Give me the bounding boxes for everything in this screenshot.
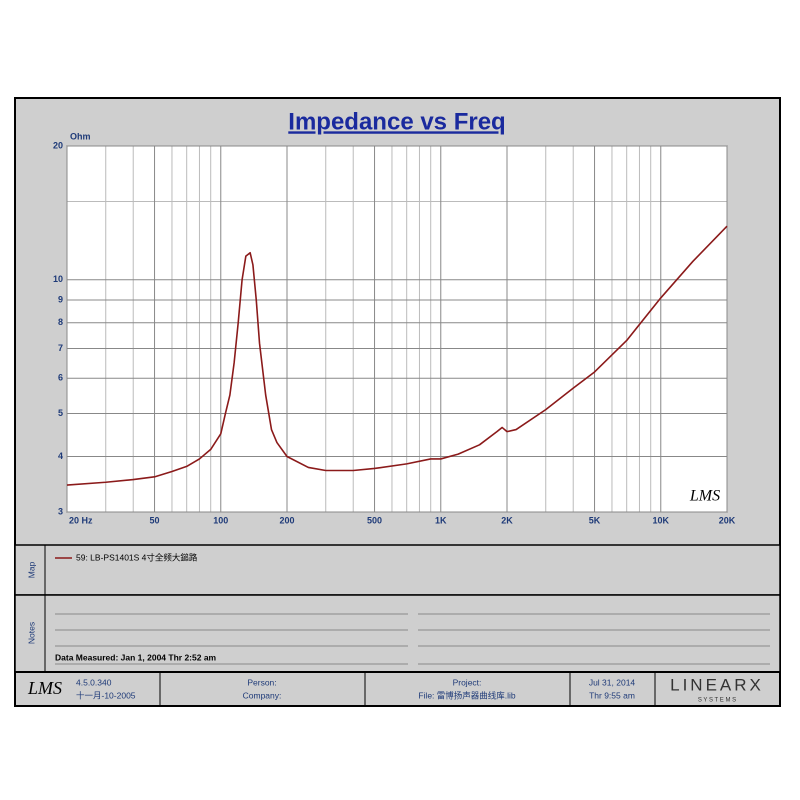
- x-tick-label: 20K: [719, 515, 736, 525]
- x-tick-label: 200: [279, 515, 294, 525]
- company: Company:: [243, 690, 282, 700]
- project: Project:: [453, 677, 482, 687]
- chart-title: Impedance vs Freq: [288, 108, 505, 135]
- time: Thr 9:55 am: [589, 690, 635, 700]
- impedance-curve: [66, 225, 728, 486]
- y-unit: Ohm: [70, 131, 91, 141]
- date: Jul 31, 2014: [589, 677, 636, 687]
- file: File: 雷博扬声器曲线库.lib: [418, 690, 516, 700]
- x-tick-label: 1K: [435, 515, 447, 525]
- notes-panel: [14, 594, 781, 673]
- y-tick-label: 9: [58, 294, 63, 304]
- brand-sub: S Y S T E M S: [698, 698, 736, 704]
- y-tick-label: 20: [53, 140, 63, 150]
- map-label: Map: [26, 561, 36, 578]
- x-tick-label: 20 Hz: [69, 515, 93, 525]
- legend-entry: 59: LB-PS1401S 4寸全频大鎚路: [76, 552, 198, 562]
- watermark: LMS: [689, 488, 720, 505]
- logo: LMS: [27, 678, 62, 698]
- y-tick-label: 7: [58, 343, 63, 353]
- x-tick-label: 5K: [589, 515, 601, 525]
- y-tick-label: 5: [58, 408, 63, 418]
- footer: [14, 671, 781, 707]
- y-tick-label: 10: [53, 274, 63, 284]
- version: 4.5.0.340: [76, 677, 112, 687]
- x-tick-label: 10K: [653, 515, 670, 525]
- y-tick-label: 6: [58, 373, 63, 383]
- person: Person:: [247, 677, 276, 687]
- plot-area: [66, 145, 728, 513]
- footer-dividers: [159, 672, 656, 706]
- y-tick-label: 4: [58, 451, 63, 461]
- x-tick-label: 2K: [501, 515, 513, 525]
- notes-label: Notes: [26, 622, 36, 644]
- build-date: 十一月-10-2005: [76, 690, 136, 700]
- x-tick-label: 50: [150, 515, 160, 525]
- x-tick-label: 500: [367, 515, 382, 525]
- note-lines: [55, 613, 770, 665]
- brand: LINEARX: [670, 675, 764, 694]
- y-tick-label: 3: [58, 506, 63, 516]
- x-tick-label: 100: [213, 515, 228, 525]
- map-panel: [14, 544, 781, 596]
- y-tick-label: 8: [58, 317, 63, 327]
- measured: Data Measured: Jan 1, 2004 Thr 2:52 am: [55, 652, 217, 662]
